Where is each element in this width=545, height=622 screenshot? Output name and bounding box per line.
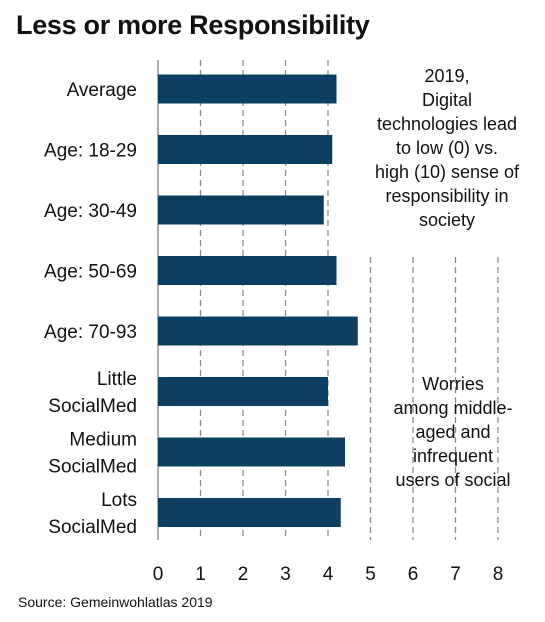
annotation-line: responsibility in <box>385 186 509 206</box>
x-tick-label: 8 <box>493 564 504 585</box>
category-label: SocialMed <box>48 517 137 538</box>
x-tick-label: 4 <box>323 564 334 585</box>
bar <box>158 498 341 527</box>
bar <box>158 316 358 346</box>
annotation-line: to low (0) vs. <box>395 138 499 158</box>
bars <box>158 74 358 527</box>
bar <box>158 377 328 406</box>
x-tick-label: 1 <box>195 564 206 585</box>
category-label: Lots <box>101 490 137 511</box>
x-tick-label: 7 <box>450 564 461 585</box>
annotation-line: Digital <box>421 90 473 110</box>
source-note: Source: Gemeinwohlatlas 2019 <box>18 594 213 610</box>
category-label: Little <box>97 369 137 390</box>
bar <box>158 437 345 467</box>
annotation-line: society <box>418 210 476 230</box>
annotation-bottom: Worries among middle-aged and infrequent us… <box>378 372 528 492</box>
chart-title: Less or more Responsibility <box>16 10 370 40</box>
annotation-line: users of social <box>395 470 511 490</box>
x-tick-label: 0 <box>153 564 164 585</box>
x-tick-label: 5 <box>365 564 376 585</box>
bar <box>158 256 337 285</box>
category-label: Medium <box>69 430 137 451</box>
annotation-line: technologies lead <box>376 114 518 134</box>
category-label: Average <box>67 80 137 101</box>
category-label: Age: 30-49 <box>44 201 137 222</box>
x-tick-labels: 0 1 2 3 4 5 6 7 8 <box>153 564 504 585</box>
category-label: Age: 50-69 <box>44 262 137 283</box>
category-label: SocialMed <box>48 396 137 417</box>
annotation-line: aged and <box>415 422 491 442</box>
category-label: Age: 70-93 <box>44 322 137 343</box>
bar <box>158 74 337 104</box>
x-tick-label: 6 <box>408 564 419 585</box>
annotation-line: infrequent <box>412 446 494 466</box>
bar <box>158 135 333 164</box>
annotation-line: among middle- <box>393 398 513 418</box>
bar <box>158 195 324 225</box>
annotation-line: 2019, <box>424 66 470 86</box>
annotation-line: Worries <box>422 374 484 394</box>
category-label: SocialMed <box>48 457 137 478</box>
category-labels: Average Age: 18-29 Age: 30-49 Age: 50-69 Age… <box>44 80 137 538</box>
x-tick-label: 2 <box>238 564 249 585</box>
annotation-top: 2019, Digital technologies lead to low (0) … <box>362 64 532 232</box>
category-label: Age: 18-29 <box>44 141 137 162</box>
annotation-line: high (10) sense of <box>374 162 520 182</box>
x-tick-label: 3 <box>280 564 291 585</box>
